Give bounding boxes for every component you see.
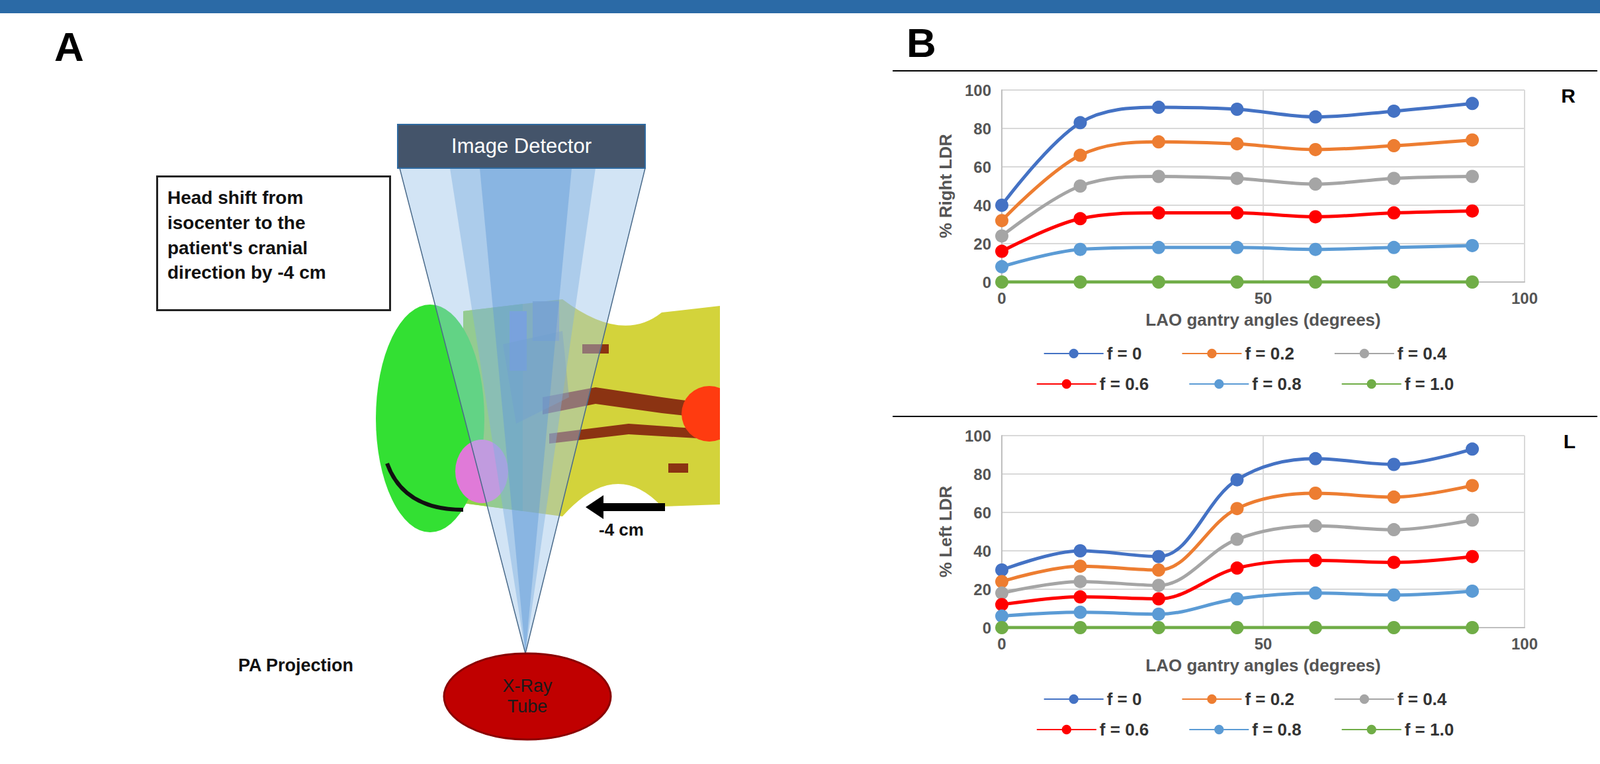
html-text:Image Detector: Image Detector <box>451 134 592 158</box>
html-text:A: A <box>54 23 84 70</box>
svg-text:LAO gantry angles (degrees): LAO gantry angles (degrees) <box>1145 309 1381 330</box>
html-text:B: B <box>906 19 937 66</box>
html-text:X-Ray Tube: X-Ray Tube <box>502 675 553 716</box>
svg-text:100: 100 <box>964 81 992 100</box>
svg-text:40: 40 <box>973 196 992 215</box>
svg-text:40: 40 <box>973 541 992 560</box>
svg-text:L: L <box>1563 430 1576 452</box>
svg-text:50: 50 <box>1254 289 1273 308</box>
svg-text:f = 0.8: f = 0.8 <box>1251 719 1301 740</box>
svg-text:f = 1.0: f = 1.0 <box>1404 719 1454 740</box>
svg-text:60: 60 <box>973 503 992 522</box>
svg-text:% Left LDR: % Left LDR <box>935 485 956 578</box>
svg-text:80: 80 <box>973 119 992 138</box>
svg-text:0: 0 <box>982 273 992 292</box>
html-text:Head shift from isocenter to t: Head shift from isocenter to the patient… <box>167 187 326 283</box>
svg-text:R: R <box>1560 84 1576 107</box>
svg-text:f = 0.6: f = 0.6 <box>1099 373 1149 394</box>
svg-text:0: 0 <box>997 289 1006 308</box>
html-text:-4 cm: -4 cm <box>598 519 644 540</box>
svg-text:f = 0.4: f = 0.4 <box>1397 688 1448 709</box>
svg-text:LAO gantry angles (degrees): LAO gantry angles (degrees) <box>1145 655 1381 675</box>
svg-text:50: 50 <box>1254 634 1273 653</box>
svg-text:0: 0 <box>997 634 1006 653</box>
svg-text:20: 20 <box>973 580 992 599</box>
html-text:PA Projection: PA Projection <box>238 655 354 675</box>
svg-text:100: 100 <box>964 426 992 445</box>
svg-text:0: 0 <box>982 618 992 637</box>
svg-text:f = 0: f = 0 <box>1107 343 1143 364</box>
svg-text:f = 0.4: f = 0.4 <box>1397 343 1448 364</box>
svg-text:f = 0.2: f = 0.2 <box>1244 688 1294 709</box>
svg-text:f = 0: f = 0 <box>1107 688 1143 709</box>
svg-text:f = 0.6: f = 0.6 <box>1099 719 1149 740</box>
svg-text:f = 0.2: f = 0.2 <box>1244 343 1294 364</box>
svg-text:100: 100 <box>1511 289 1538 308</box>
svg-text:f = 1.0: f = 1.0 <box>1404 373 1454 394</box>
svg-text:100: 100 <box>1511 634 1538 653</box>
svg-text:80: 80 <box>973 465 992 484</box>
svg-text:f = 0.8: f = 0.8 <box>1251 373 1301 394</box>
svg-text:20: 20 <box>973 234 992 253</box>
svg-text:% Right LDR: % Right LDR <box>935 133 956 239</box>
svg-text:60: 60 <box>973 158 992 177</box>
